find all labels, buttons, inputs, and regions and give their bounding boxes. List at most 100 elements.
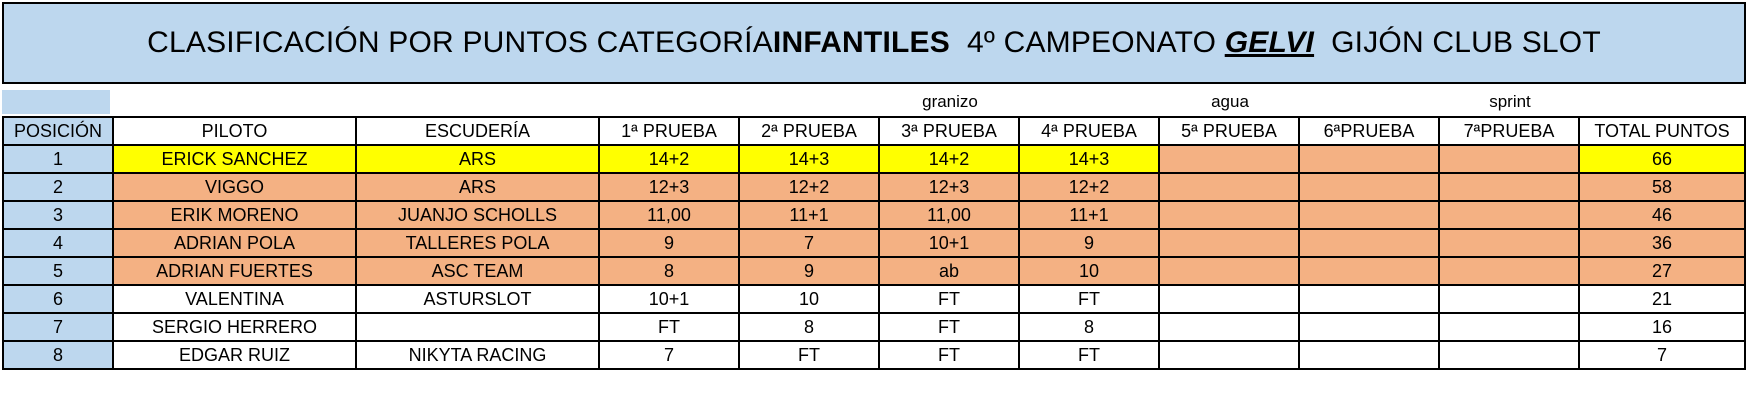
- total-cell: 16: [1578, 312, 1746, 342]
- table-row: 8 EDGAR RUIZ NIKYTA RACING 7 FT FT FT 7: [2, 340, 1746, 370]
- r6-cell: [1298, 200, 1440, 230]
- r6-cell: [1298, 144, 1440, 174]
- r1-cell: 12+3: [598, 172, 740, 202]
- r4-cell: 11+1: [1018, 200, 1160, 230]
- position-cell: 8: [2, 340, 114, 370]
- team-cell: JUANJO SCHOLLS: [355, 200, 600, 230]
- r2-cell: 8: [738, 312, 880, 342]
- r7-cell: [1438, 228, 1580, 258]
- total-cell: 66: [1578, 144, 1746, 174]
- r6-cell: [1298, 172, 1440, 202]
- pilot-cell: VALENTINA: [112, 284, 357, 314]
- r5-cell: [1158, 228, 1300, 258]
- pilot-cell: EDGAR RUIZ: [112, 340, 357, 370]
- r4-cell: 10: [1018, 256, 1160, 286]
- team-cell: ARS: [355, 144, 600, 174]
- team-cell: ASC TEAM: [355, 256, 600, 286]
- r7-cell: [1438, 172, 1580, 202]
- team-cell: ASTURSLOT: [355, 284, 600, 314]
- r5-cell: [1158, 312, 1300, 342]
- r3-cell: ab: [878, 256, 1020, 286]
- header-race7: 7ªPRUEBA: [1438, 116, 1580, 146]
- header-total: TOTAL PUNTOS: [1578, 116, 1746, 146]
- r3-cell: 12+3: [878, 172, 1020, 202]
- title-category: INFANTILES: [772, 26, 950, 59]
- r1-cell: 9: [598, 228, 740, 258]
- r5-cell: [1158, 256, 1300, 286]
- team-cell: ARS: [355, 172, 600, 202]
- team-cell: NIKYTA RACING: [355, 340, 600, 370]
- title-brand: GELVI: [1224, 26, 1315, 59]
- title-part3: GIJÓN CLUB SLOT: [1314, 26, 1601, 59]
- header-pilot: PILOTO: [112, 116, 357, 146]
- header-row: POSICIÓN PILOTO ESCUDERÍA 1ª PRUEBA 2ª P…: [2, 116, 1746, 146]
- pilot-cell: ERICK SANCHEZ: [112, 144, 357, 174]
- header-team: ESCUDERÍA: [355, 116, 600, 146]
- r1-cell: 8: [598, 256, 740, 286]
- r2-cell: FT: [738, 340, 880, 370]
- r6-cell: [1298, 340, 1440, 370]
- position-cell: 5: [2, 256, 114, 286]
- header-race6: 6ªPRUEBA: [1298, 116, 1440, 146]
- table-row: 7 SERGIO HERRERO FT 8 FT 8 16: [2, 312, 1746, 342]
- table-row: 4 ADRIAN POLA TALLERES POLA 9 7 10+1 9 36: [2, 228, 1746, 258]
- r3-cell: 10+1: [878, 228, 1020, 258]
- position-cell: 7: [2, 312, 114, 342]
- header-race1: 1ª PRUEBA: [598, 116, 740, 146]
- position-cell: 2: [2, 172, 114, 202]
- r4-cell: 14+3: [1018, 144, 1160, 174]
- team-cell: TALLERES POLA: [355, 228, 600, 258]
- pilot-cell: ADRIAN POLA: [112, 228, 357, 258]
- position-header-strip: [2, 90, 110, 114]
- r4-cell: 8: [1018, 312, 1160, 342]
- r7-cell: [1438, 144, 1580, 174]
- table-row: 2 VIGGO ARS 12+3 12+2 12+3 12+2 58: [2, 172, 1746, 202]
- r2-cell: 14+3: [738, 144, 880, 174]
- r2-cell: 11+1: [738, 200, 880, 230]
- r1-cell: 10+1: [598, 284, 740, 314]
- r5-cell: [1158, 144, 1300, 174]
- team-cell: [355, 312, 600, 342]
- r4-cell: 12+2: [1018, 172, 1160, 202]
- pilot-cell: SERGIO HERRERO: [112, 312, 357, 342]
- position-cell: 4: [2, 228, 114, 258]
- note-race3: granizo: [922, 92, 978, 111]
- pilot-cell: ADRIAN FUERTES: [112, 256, 357, 286]
- table-row: 3 ERIK MORENO JUANJO SCHOLLS 11,00 11+1 11,00…: [2, 200, 1746, 230]
- r2-cell: 12+2: [738, 172, 880, 202]
- page-title: CLASIFICACIÓN POR PUNTOS CATEGORÍA INFAN…: [2, 2, 1746, 84]
- total-cell: 58: [1578, 172, 1746, 202]
- r6-cell: [1298, 228, 1440, 258]
- table-row: 6 VALENTINA ASTURSLOT 10+1 10 FT FT 21: [2, 284, 1746, 314]
- r7-cell: [1438, 200, 1580, 230]
- r6-cell: [1298, 312, 1440, 342]
- table-row: 1 ERICK SANCHEZ ARS 14+2 14+3 14+2 14+3 66: [2, 144, 1746, 174]
- pilot-cell: VIGGO: [112, 172, 357, 202]
- r6-cell: [1298, 284, 1440, 314]
- header-race2: 2ª PRUEBA: [738, 116, 880, 146]
- standings-table: POSICIÓN PILOTO ESCUDERÍA 1ª PRUEBA 2ª P…: [2, 116, 1746, 370]
- r1-cell: 11,00: [598, 200, 740, 230]
- r3-cell: 14+2: [878, 144, 1020, 174]
- total-cell: 46: [1578, 200, 1746, 230]
- r2-cell: 9: [738, 256, 880, 286]
- total-cell: 21: [1578, 284, 1746, 314]
- title-part1: CLASIFICACIÓN POR PUNTOS CATEGORÍA: [147, 26, 773, 59]
- r4-cell: 9: [1018, 228, 1160, 258]
- r4-cell: FT: [1018, 284, 1160, 314]
- title-part2: 4º CAMPEONATO: [949, 26, 1225, 59]
- r4-cell: FT: [1018, 340, 1160, 370]
- r3-cell: FT: [878, 312, 1020, 342]
- r6-cell: [1298, 256, 1440, 286]
- header-race3: 3ª PRUEBA: [878, 116, 1020, 146]
- r3-cell: FT: [878, 340, 1020, 370]
- r5-cell: [1158, 200, 1300, 230]
- total-cell: 7: [1578, 340, 1746, 370]
- r5-cell: [1158, 340, 1300, 370]
- header-race5: 5ª PRUEBA: [1158, 116, 1300, 146]
- header-race4: 4ª PRUEBA: [1018, 116, 1160, 146]
- total-cell: 27: [1578, 256, 1746, 286]
- r5-cell: [1158, 172, 1300, 202]
- r1-cell: 14+2: [598, 144, 740, 174]
- total-cell: 36: [1578, 228, 1746, 258]
